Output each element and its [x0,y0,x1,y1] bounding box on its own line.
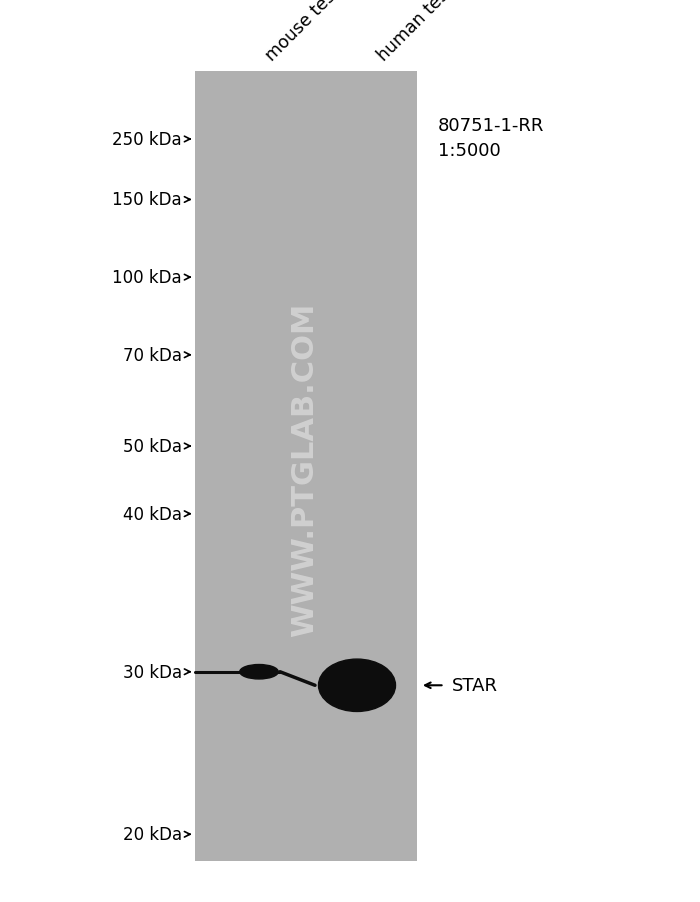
Text: 250 kDa: 250 kDa [113,131,182,149]
Text: STAR: STAR [452,676,498,695]
Text: 70 kDa: 70 kDa [123,346,182,364]
Text: 100 kDa: 100 kDa [113,269,182,287]
Text: 150 kDa: 150 kDa [113,191,182,209]
Text: 80751-1-RR
1:5000: 80751-1-RR 1:5000 [438,117,544,161]
Text: mouse testis: mouse testis [262,0,354,65]
Ellipse shape [318,659,395,712]
Text: 20 kDa: 20 kDa [123,825,182,843]
Text: human testis: human testis [374,0,468,65]
Bar [195,72,416,861]
Text: 30 kDa: 30 kDa [123,663,182,681]
Ellipse shape [239,665,279,679]
Text: WWW.PTGLAB.COM: WWW.PTGLAB.COM [290,302,319,636]
Text: 50 kDa: 50 kDa [123,437,182,456]
Text: 40 kDa: 40 kDa [123,505,182,523]
